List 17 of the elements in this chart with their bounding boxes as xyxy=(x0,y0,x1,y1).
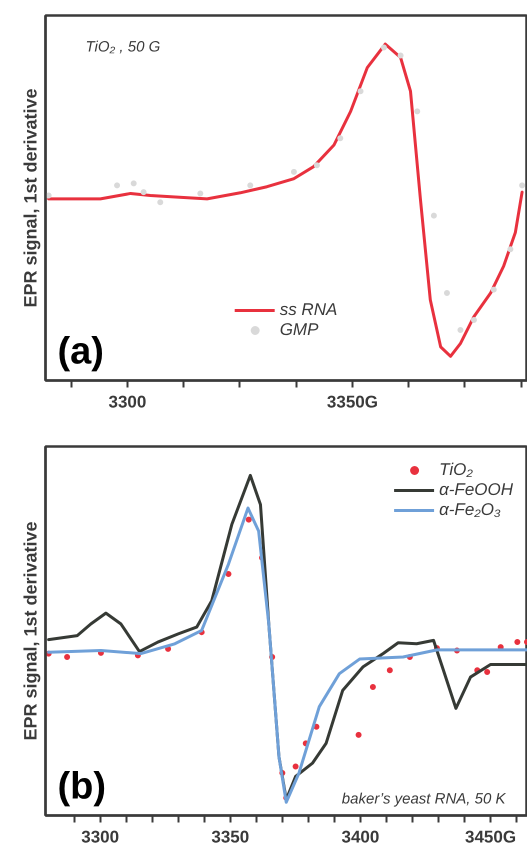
y-axis-title: EPR signal, 1st derivative xyxy=(20,88,40,308)
x-tick-label: 3350G xyxy=(326,392,378,412)
legend-label: GMP xyxy=(280,320,318,340)
legend-label: α-FeOOH xyxy=(439,480,513,500)
legend-label: α-Fe₂O₃ xyxy=(439,500,501,520)
annotation: (b) xyxy=(58,766,106,808)
legend-label: TiO₂ xyxy=(439,460,473,480)
annotation: baker’s yeast RNA, 50 K xyxy=(342,790,506,808)
annotation: (a) xyxy=(58,330,104,372)
y-axis-title: EPR signal, 1st derivative xyxy=(20,521,40,741)
x-tick-label: 3300 xyxy=(108,392,146,412)
x-tick-label: 3350 xyxy=(211,828,250,846)
annotation: TiO₂ , 50 G xyxy=(86,38,161,56)
x-tick-label: 3300 xyxy=(81,828,120,846)
x-tick-label: 3400 xyxy=(342,828,380,846)
legend-label: ss RNA xyxy=(280,300,338,320)
x-tick-label: 3450G xyxy=(465,828,516,846)
